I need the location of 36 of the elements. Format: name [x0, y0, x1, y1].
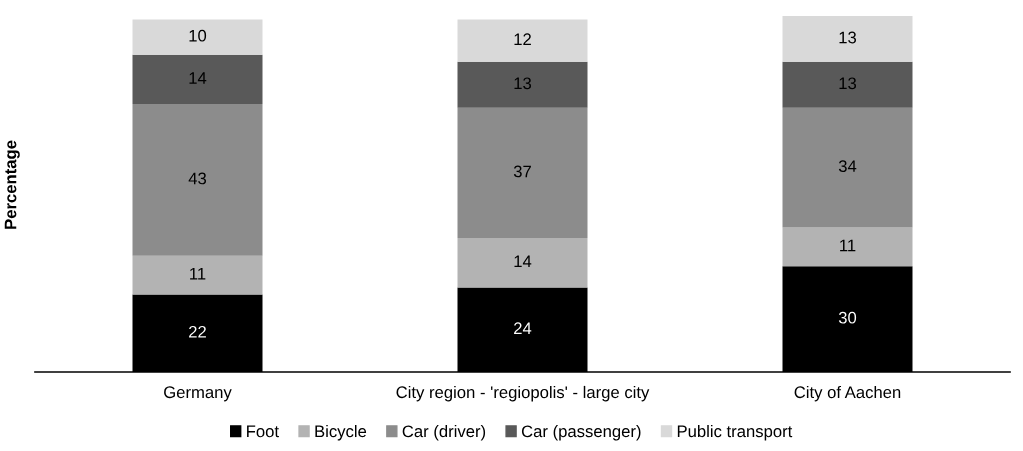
data-label: 43: [188, 172, 207, 185]
bar: [132, 104, 263, 256]
data-label: 11: [190, 267, 206, 280]
bar: [457, 19, 588, 62]
x-tick-label: Germany: [164, 386, 232, 402]
bar: [782, 107, 913, 228]
bar: [457, 238, 588, 288]
data-label: 14: [189, 72, 207, 84]
legend-label: Foot: [247, 425, 279, 438]
data-label: 12: [514, 33, 531, 45]
data-label: 11: [840, 239, 856, 252]
legend-label: Public transport: [677, 424, 793, 441]
y-axis-title: Percentage: [4, 140, 20, 229]
bar: [782, 61, 913, 108]
data-label: 13: [839, 31, 857, 44]
bar: [782, 16, 913, 62]
data-label: 13: [514, 77, 532, 90]
x-tick-label: City of Aachen: [794, 385, 901, 402]
data-label: 34: [838, 160, 857, 173]
data-label: 13: [839, 77, 857, 90]
legend-label: Car (driver): [402, 424, 486, 441]
legend-label: Bicycle: [315, 424, 367, 441]
x-tick-label: City region - 'regiopolis' - large city: [396, 385, 650, 402]
bar: [457, 107, 588, 239]
bar: [457, 61, 588, 108]
legend-label: Car (passenger): [521, 424, 641, 441]
bar: [132, 54, 263, 105]
data-label: 24: [514, 322, 532, 335]
bar: [782, 227, 913, 267]
bar: [132, 255, 263, 295]
data-label: 30: [838, 311, 857, 324]
data-label: 14: [514, 255, 532, 268]
data-label: 22: [189, 325, 206, 338]
bar: [132, 19, 263, 55]
data-label: 37: [513, 165, 531, 178]
data-label: 10: [189, 29, 207, 42]
